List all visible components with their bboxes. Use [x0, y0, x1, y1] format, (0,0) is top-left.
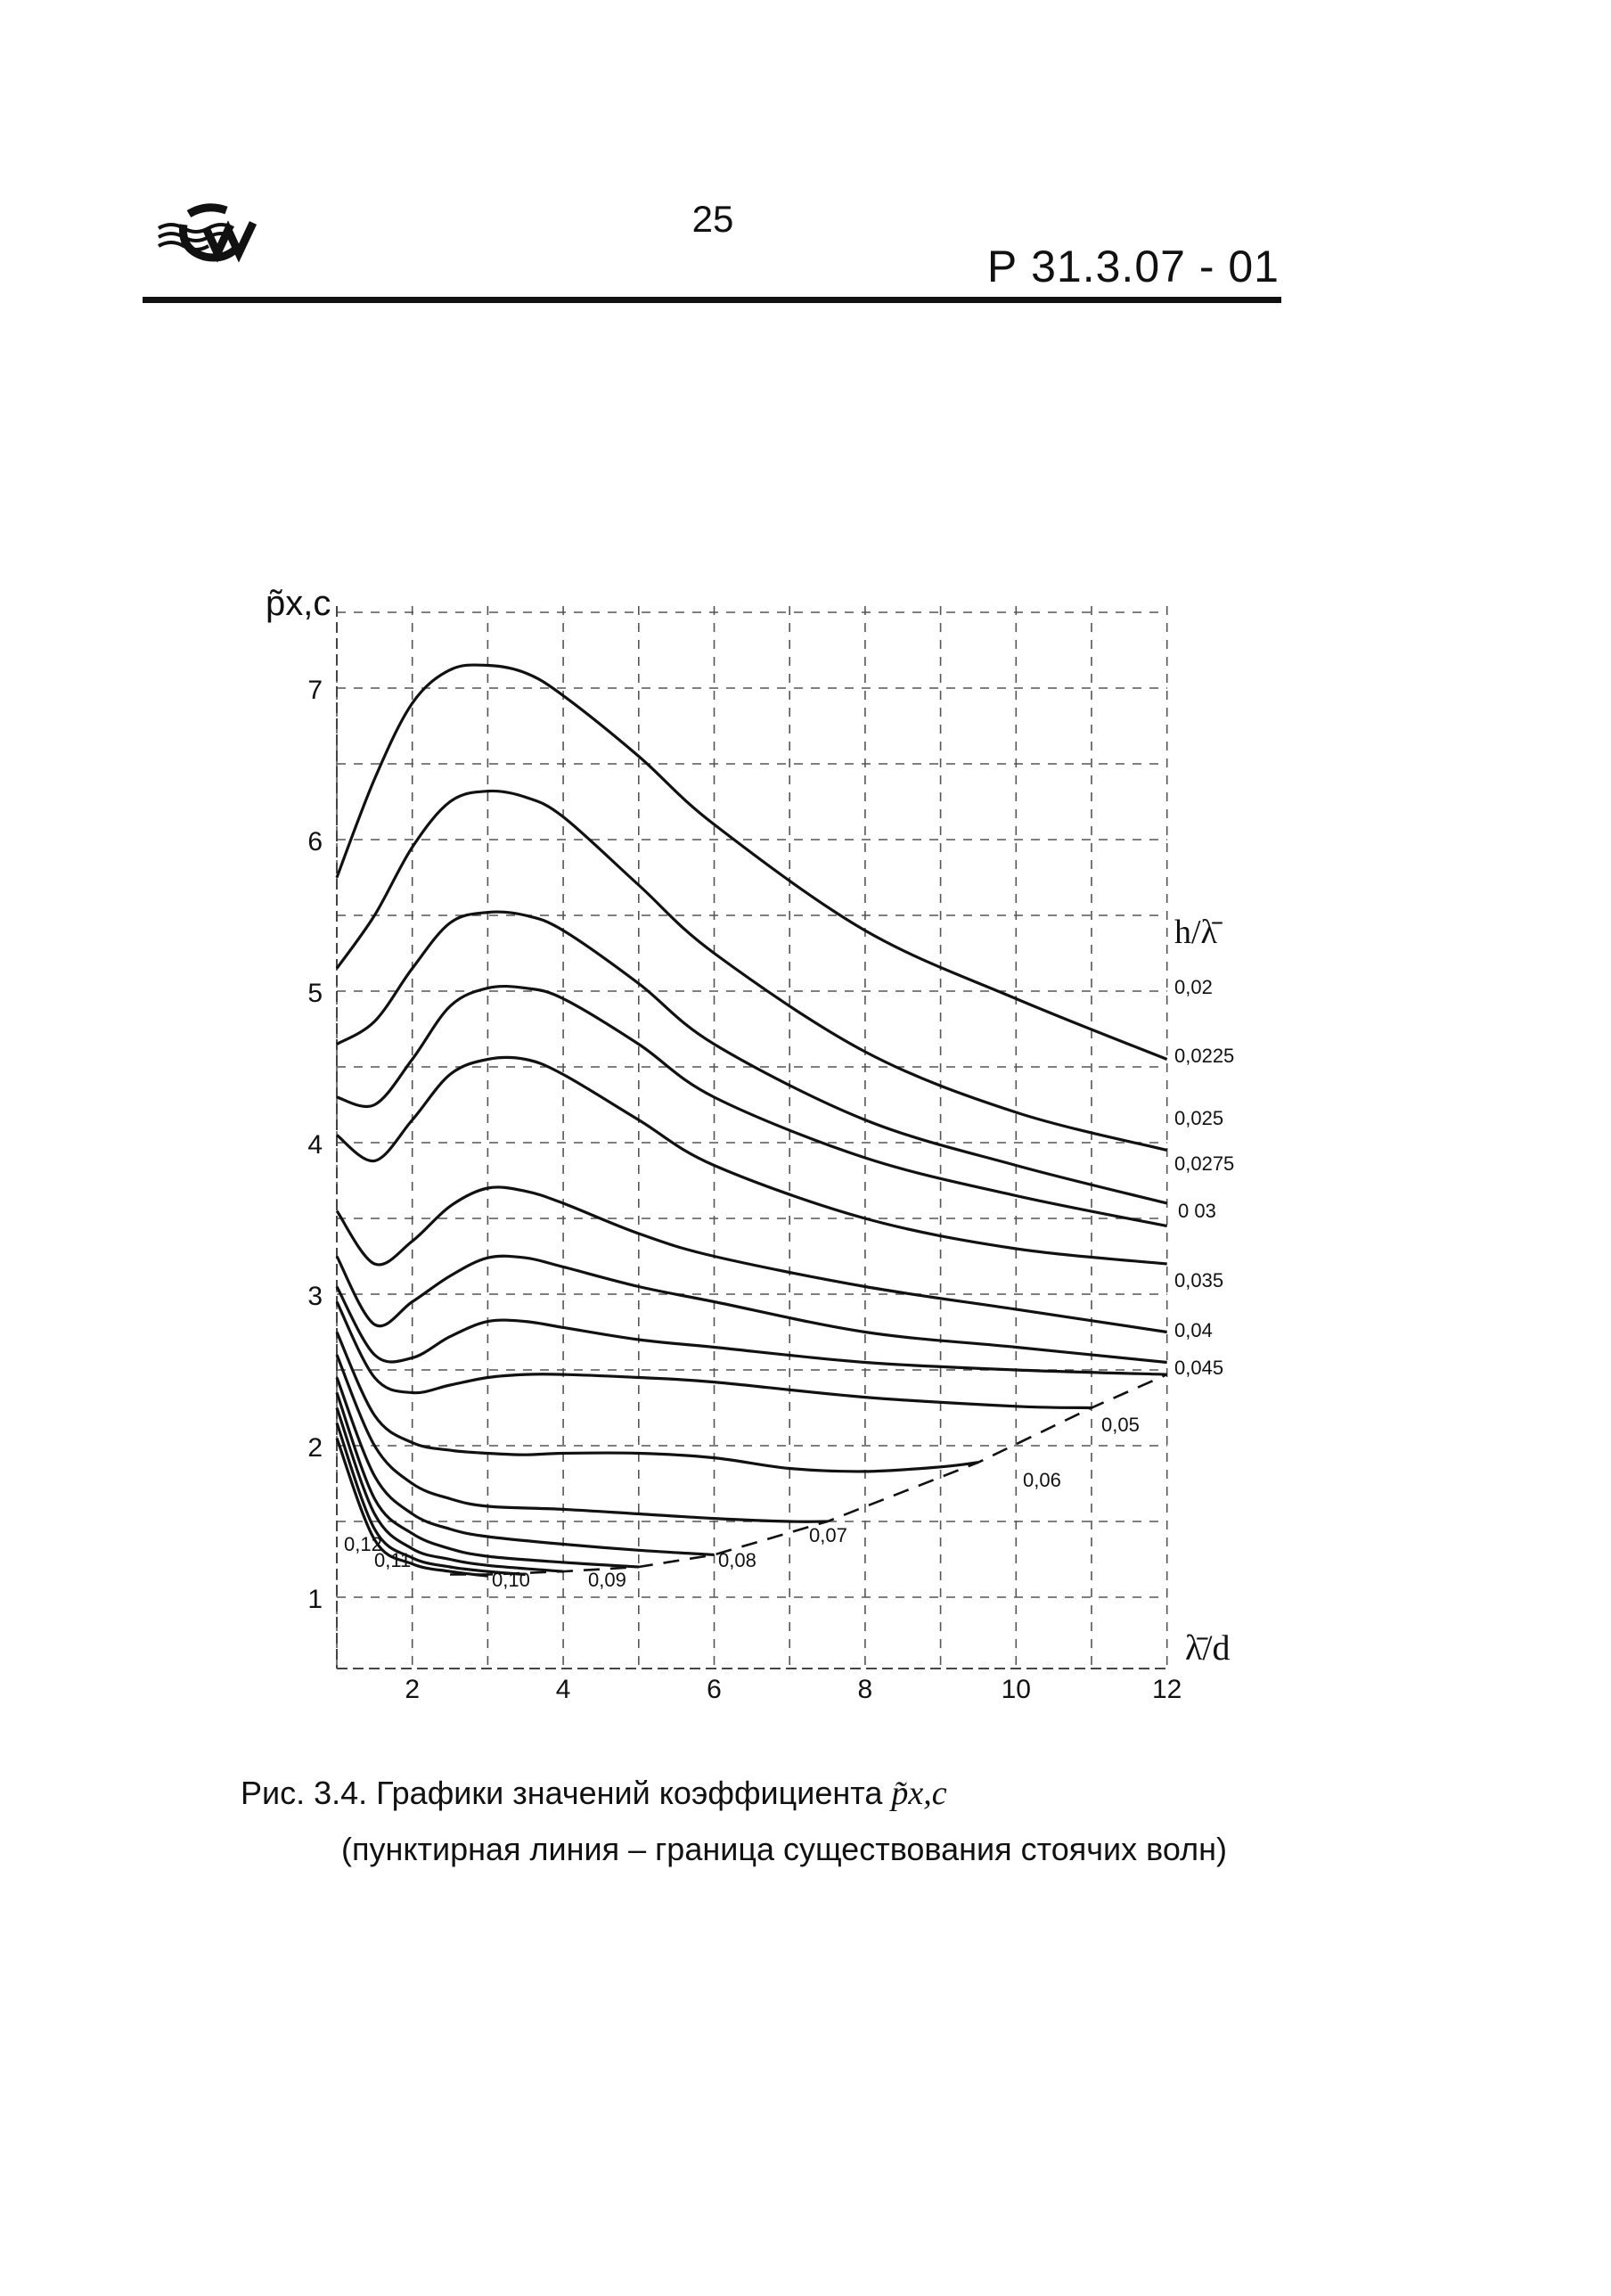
legend-title: h/λ̄ [1174, 914, 1223, 951]
series-line-008 [335, 1376, 715, 1556]
org-logo-graphic [158, 203, 258, 263]
caption-line-2: (пунктирная линия – граница существовани… [341, 1831, 1227, 1867]
x-tick-label: 6 [707, 1675, 722, 1704]
chart-grid [336, 606, 1168, 1669]
series-label-009: 0,09 [588, 1569, 626, 1591]
y-tick-label: 7 [307, 676, 323, 705]
series-label-003: 0 03 [1178, 1200, 1216, 1222]
series-label-007: 0,07 [809, 1524, 847, 1546]
chart-series [335, 663, 1168, 1578]
series-line-0035 [335, 1185, 1167, 1334]
series-line-010 [335, 1406, 564, 1573]
y-tick-label: 4 [307, 1130, 323, 1160]
chart-axes [336, 606, 1167, 1669]
org-logo [153, 198, 260, 278]
y-axis-label: p̃x,c [266, 584, 331, 623]
x-tick-label: 12 [1152, 1675, 1182, 1704]
caption-line-1: Рис. 3.4. Графики значений коэффициента … [241, 1774, 947, 1813]
series-label-00225: 0,0225 [1174, 1045, 1234, 1067]
series-line-006 [335, 1331, 979, 1473]
y-tick-label: 1 [307, 1585, 323, 1614]
series-label-008: 0,08 [718, 1549, 756, 1571]
x-tick-label: 4 [556, 1675, 571, 1704]
series-label-0045: 0,045 [1174, 1357, 1223, 1379]
series-line-00275 [336, 984, 1168, 1228]
series-line-004 [335, 1254, 1167, 1365]
series-label-010: 0,10 [492, 1569, 530, 1591]
y-tick-label: 3 [307, 1282, 323, 1311]
x-tick-label: 2 [405, 1675, 420, 1704]
y-tick-label: 5 [307, 979, 323, 1008]
series-line-009 [335, 1391, 639, 1569]
series-label-005: 0,05 [1101, 1414, 1140, 1436]
series-label-012: 0,12 [344, 1533, 382, 1555]
series-line-00225 [335, 789, 1168, 1152]
header-rule [143, 297, 1281, 303]
series-label-011: 0,11 [374, 1549, 411, 1571]
x-tick-label: 10 [1002, 1675, 1031, 1704]
series-line-003 [335, 1055, 1167, 1266]
caption-text: Рис. 3.4. Графики значений коэффициента [241, 1775, 883, 1811]
series-label-004: 0,04 [1174, 1319, 1213, 1341]
page-number: 25 [691, 198, 734, 240]
series-line-0045 [335, 1285, 1167, 1376]
chart-labels: 2 4 6 8 10 121234567p̃x,cλ̄/dh/λ̄0,020,02250,… [266, 584, 1234, 1704]
boundary-dashed-line [450, 1373, 1168, 1576]
series-label-002: 0,02 [1174, 976, 1213, 998]
series-label-006: 0,06 [1023, 1469, 1061, 1491]
caption-coefficient-symbol: p̃x,c [891, 1775, 947, 1812]
document-code: Р 31.3.07 - 01 [986, 242, 1280, 291]
series-line-012 [335, 1437, 488, 1578]
series-line-0025 [336, 910, 1168, 1205]
series-label-0025: 0,025 [1174, 1107, 1223, 1129]
series-label-00275: 0,0275 [1174, 1152, 1234, 1175]
series-label-0035: 0,035 [1174, 1269, 1223, 1292]
y-tick-label: 2 [307, 1433, 323, 1463]
series-line-005 [335, 1300, 1092, 1410]
x-axis-label: λ̄/d [1185, 1628, 1231, 1668]
series-line-002 [335, 663, 1168, 1061]
x-tick-label: 8 [858, 1675, 873, 1704]
series-line-011 [335, 1422, 526, 1577]
series-line-007 [335, 1354, 828, 1523]
y-tick-label: 6 [307, 827, 323, 857]
